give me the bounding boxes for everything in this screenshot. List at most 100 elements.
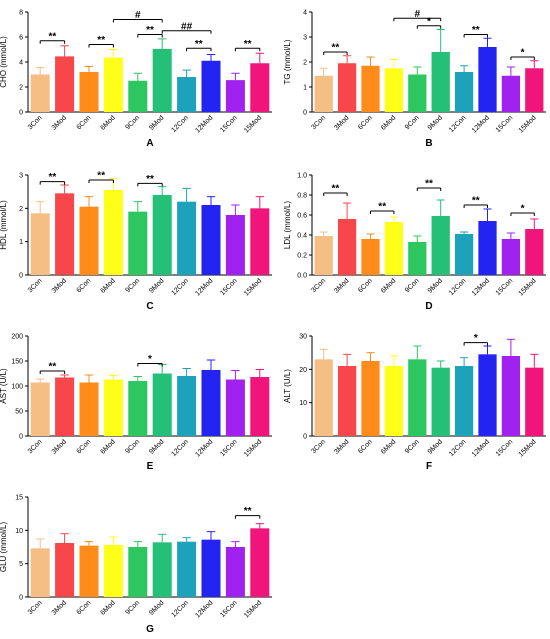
y-tick-label: 3 xyxy=(303,35,307,42)
y-tick-label: 1 xyxy=(303,85,307,92)
x-tick-label: 15Con xyxy=(219,438,239,458)
bar-12Con xyxy=(177,376,197,436)
bar-15Con xyxy=(225,215,245,275)
panel-letter: D xyxy=(425,301,432,312)
x-tick-label: 12Mod xyxy=(194,438,214,458)
bar-9Con xyxy=(408,359,427,436)
bar-3Mod xyxy=(55,193,75,275)
bar-6Mod xyxy=(384,366,404,436)
y-tick-label: 0.2 xyxy=(297,253,307,260)
x-tick-label: 15Mod xyxy=(243,114,263,134)
y-tick-label: 0.6 xyxy=(297,213,307,220)
y-tick-label: 10 xyxy=(15,528,23,535)
x-tick-label: 12Con xyxy=(170,438,190,458)
y-tick-label: 0 xyxy=(19,110,23,117)
x-tick-label: 12Con xyxy=(170,599,190,619)
bar-15Mod xyxy=(250,63,270,112)
bar-9Con xyxy=(128,80,148,112)
sig-label: ** xyxy=(49,362,57,373)
y-tick-label: 0.0 xyxy=(297,273,307,280)
bar-12Con xyxy=(177,541,197,597)
x-tick-label: 12Con xyxy=(170,277,190,297)
bar-15Mod xyxy=(525,367,544,436)
panel-E: 0 50 100 150 200 AST (U/L) 3Con 3Mod 6Con 6Mod 9Co… xyxy=(0,334,272,472)
bar-12Mod xyxy=(201,539,221,597)
bar-3Con xyxy=(30,382,50,436)
bar-6Mod xyxy=(384,222,404,275)
sig-label: * xyxy=(474,333,478,344)
x-tick-label: 9Mod xyxy=(148,438,165,455)
x-tick-label: 12Con xyxy=(448,277,468,297)
y-axis-label: GLU (mmol/L) xyxy=(0,522,8,573)
bar-6Mod xyxy=(103,57,123,112)
x-tick-label: 3Con xyxy=(310,277,327,294)
x-tick-label: 9Con xyxy=(124,114,141,131)
y-axis-label: ALT (U/L) xyxy=(283,369,292,403)
bar-3Mod xyxy=(55,543,75,597)
x-tick-label: 9Mod xyxy=(148,114,165,131)
bar-12Mod xyxy=(478,354,497,436)
y-tick-label: 4 xyxy=(19,60,23,67)
x-tick-label: 12Mod xyxy=(194,277,214,297)
x-tick-label: 15Con xyxy=(495,277,515,297)
sig-label: # xyxy=(415,9,421,20)
bar-3Mod xyxy=(337,366,357,436)
y-axis-label: CHO (mmol/L) xyxy=(0,36,8,88)
x-tick-label: 6Con xyxy=(357,114,374,131)
x-tick-label: 12Con xyxy=(448,114,468,134)
sig-label: ** xyxy=(244,39,252,50)
bar-15Mod xyxy=(525,68,544,112)
bar-6Mod xyxy=(103,545,123,597)
x-tick-label: 6Mod xyxy=(380,114,397,131)
y-tick-label: 1 xyxy=(19,239,23,246)
bar-3Mod xyxy=(337,219,357,275)
x-tick-label: 12Con xyxy=(170,114,190,134)
y-tick-label: 100 xyxy=(11,384,23,391)
y-tick-label: 6 xyxy=(19,35,23,42)
x-tick-label: 3Con xyxy=(27,438,44,455)
bar-3Con xyxy=(314,236,333,275)
x-tick-label: 12Mod xyxy=(471,114,491,134)
bar-3Con xyxy=(30,213,50,275)
bar-9Mod xyxy=(152,373,172,436)
x-tick-label: 6Mod xyxy=(99,114,116,131)
x-tick-label: 9Con xyxy=(124,599,141,616)
x-tick-label: 9Mod xyxy=(148,599,165,616)
x-tick-label: 3Mod xyxy=(51,599,68,616)
y-tick-label: 30 xyxy=(299,334,307,341)
bar-15Con xyxy=(225,547,245,597)
x-tick-label: 3Mod xyxy=(51,277,68,294)
x-tick-label: 6Con xyxy=(357,438,374,455)
x-tick-label: 3Mod xyxy=(51,438,68,455)
bar-3Con xyxy=(314,75,333,112)
panel-F: 0 10 20 30 ALT (U/L) 3Con 3Mod 6Con 6Mod 9Con 9Mod… xyxy=(283,333,546,472)
y-tick-label: 1.0 xyxy=(297,173,307,180)
bar-6Mod xyxy=(103,190,123,275)
bar-6Con xyxy=(79,72,99,112)
sig-label: ** xyxy=(49,31,57,42)
x-tick-label: 9Con xyxy=(124,277,141,294)
bar-9Mod xyxy=(152,195,172,275)
bar-6Con xyxy=(361,65,380,112)
y-axis-label: TG (mmol/L) xyxy=(283,39,292,84)
x-tick-label: 12Mod xyxy=(194,114,214,134)
panel-letter: F xyxy=(426,461,432,472)
y-tick-label: 2 xyxy=(303,60,307,67)
y-tick-label: 0 xyxy=(19,273,23,280)
x-tick-label: 3Mod xyxy=(333,114,350,131)
bar-9Con xyxy=(408,242,427,275)
bar-6Con xyxy=(79,382,99,436)
bar-12Con xyxy=(177,77,197,112)
bar-15Mod xyxy=(525,229,544,275)
bar-6Con xyxy=(361,361,380,436)
bar-12Mod xyxy=(478,221,497,275)
x-tick-label: 15Mod xyxy=(518,438,538,458)
bar-15Con xyxy=(501,239,521,275)
y-tick-label: 0 xyxy=(303,434,307,441)
y-tick-label: 0.4 xyxy=(297,233,307,240)
y-tick-label: 8 xyxy=(19,10,23,17)
y-tick-label: 10 xyxy=(299,400,307,407)
x-tick-label: 12Mod xyxy=(471,277,491,297)
bar-3Con xyxy=(30,548,50,597)
